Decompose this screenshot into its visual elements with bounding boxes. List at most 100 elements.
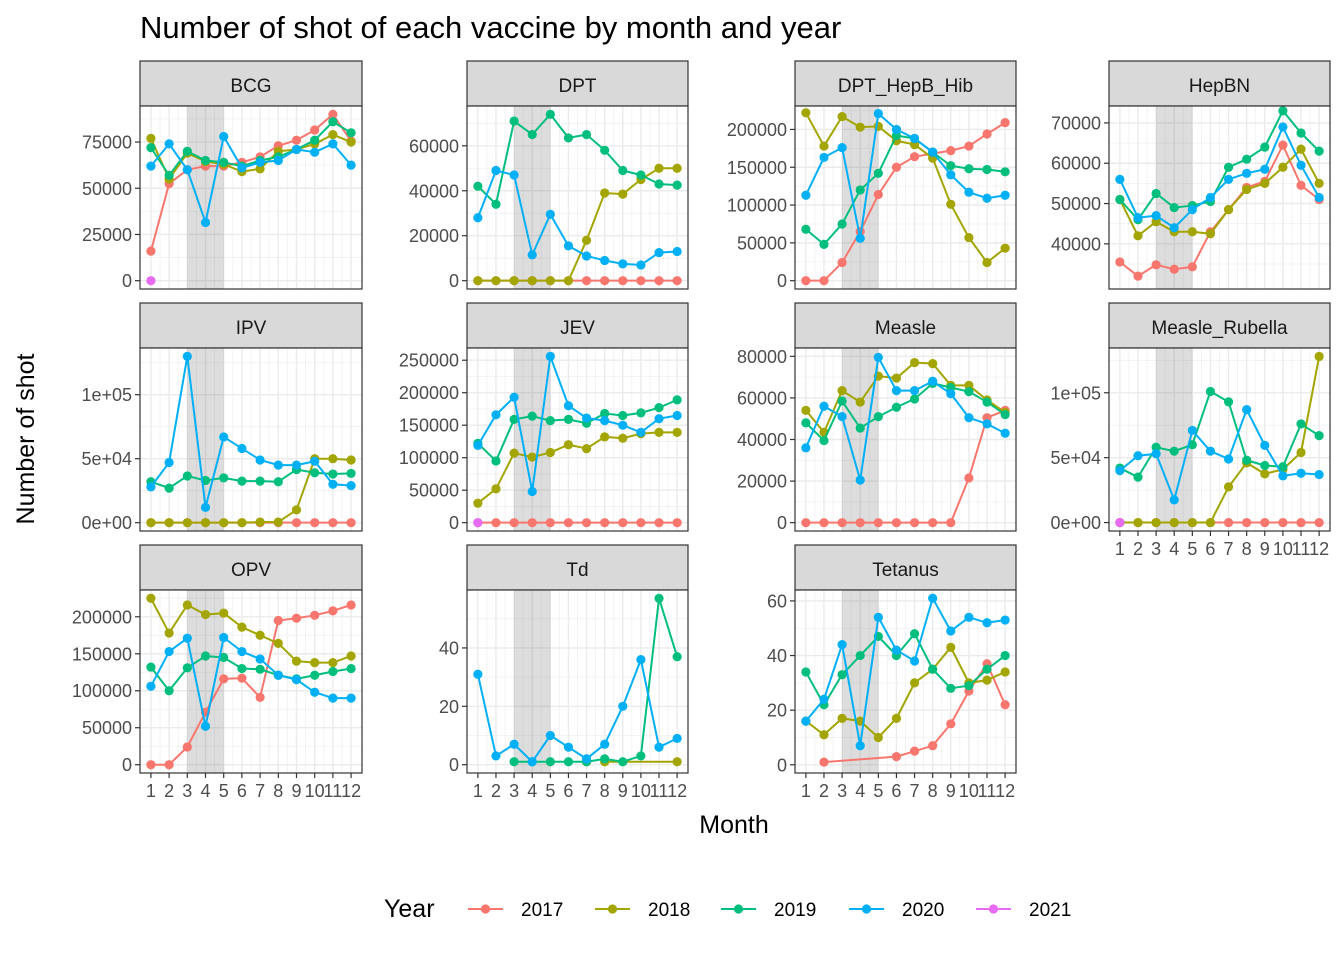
data-point-2019-month-2: [164, 686, 174, 696]
data-point-2020-month-7: [1223, 454, 1234, 464]
data-point-2020-month-6: [563, 401, 574, 411]
series-2020: [473, 165, 682, 270]
data-point-2018-month-6: [563, 440, 574, 450]
data-point-2018-month-6: [1205, 229, 1216, 239]
x-tick-label: 12: [341, 781, 361, 801]
strip-label-dpt-hepb-hib: DPT_HepB_Hib: [838, 76, 973, 97]
data-point-2019-month-10: [636, 408, 646, 418]
data-point-2019-month-4: [855, 423, 865, 433]
data-point-2018-month-3: [837, 386, 847, 396]
data-point-2018-month-2: [819, 141, 829, 151]
data-point-2017-month-11: [328, 606, 338, 616]
data-point-2018-month-1: [801, 405, 811, 415]
data-point-2020-month-2: [164, 139, 174, 149]
data-point-2020-month-3: [509, 392, 519, 402]
data-point-2019-month-11: [982, 397, 992, 407]
y-tick-label: 200000: [72, 607, 132, 627]
x-tick-label: 10: [631, 781, 651, 801]
data-point-2018-month-11: [654, 163, 664, 173]
plot-area: [795, 348, 1016, 531]
data-point-2019-month-5: [545, 757, 555, 767]
data-point-2018-month-3: [509, 448, 519, 458]
series-2020: [801, 593, 1010, 751]
data-point-2017-month-8: [928, 518, 938, 528]
data-point-2020-month-5: [545, 351, 555, 361]
legend-key-point: [988, 904, 999, 914]
data-point-2020-month-3: [509, 170, 519, 180]
data-point-2018-month-7: [255, 517, 265, 527]
data-point-2019-month-3: [182, 146, 192, 156]
data-point-2017-month-8: [928, 741, 938, 751]
series-2020: [801, 108, 1010, 243]
x-tick-label: 2: [1133, 539, 1143, 559]
series-2020: [473, 351, 682, 497]
data-point-2017-month-11: [1296, 180, 1306, 191]
data-point-2019-month-6: [1205, 386, 1216, 397]
data-point-2018-month-7: [1223, 204, 1234, 215]
data-point-2017-month-6: [891, 518, 902, 528]
data-point-2017-month-10: [636, 518, 646, 528]
data-point-2018-month-2: [491, 484, 501, 494]
data-point-2020-month-5: [873, 612, 883, 622]
data-point-2017-month-5: [873, 189, 883, 200]
data-point-2020-month-2: [819, 694, 829, 704]
y-tick-label: 80000: [737, 347, 787, 367]
data-point-2019-month-8: [1242, 455, 1252, 465]
data-point-2017-month-2: [491, 518, 501, 528]
data-point-2018-month-8: [928, 358, 938, 369]
y-tick-label: 40: [439, 638, 459, 658]
data-point-2019-month-5: [219, 157, 229, 167]
data-point-2019-month-12: [1314, 431, 1324, 441]
data-point-2020-month-8: [273, 460, 283, 470]
data-point-2017-month-6: [891, 752, 902, 762]
data-point-2019-month-9: [618, 757, 628, 767]
x-tick-label: 6: [237, 781, 247, 801]
x-tick-label: 6: [1205, 539, 1215, 559]
data-point-2018-month-12: [1000, 667, 1010, 677]
data-point-2018-month-11: [328, 658, 338, 668]
data-point-2019-month-1: [146, 142, 156, 153]
strip-dpt: [466, 60, 689, 107]
data-point-2019-month-5: [873, 412, 883, 422]
data-point-2020-month-1: [801, 190, 811, 200]
data-point-2020-month-1: [801, 716, 811, 726]
data-point-2020-month-8: [600, 416, 610, 426]
data-point-2020-month-6: [891, 386, 902, 396]
x-tick-label: 7: [255, 781, 265, 801]
data-point-2017-month-9: [618, 518, 628, 528]
data-point-2021-month-1: [1115, 517, 1125, 528]
data-point-2019-month-1: [801, 667, 811, 677]
data-point-2020-month-4: [855, 475, 865, 485]
panel-bcg: BCG 0 25000 50000 75000: [82, 60, 363, 291]
data-point-2019-month-9: [946, 683, 956, 693]
data-point-2018-month-8: [600, 432, 610, 442]
data-point-2018-month-1: [473, 498, 483, 508]
data-point-2020-month-10: [310, 456, 320, 466]
y-tick-label: 150000: [727, 158, 787, 178]
data-point-2020-month-5: [219, 131, 229, 142]
data-point-2019-month-12: [1314, 146, 1324, 156]
plot-area: [795, 106, 1016, 289]
legend-item-2017: 2017: [468, 900, 563, 921]
data-point-2019-month-5: [219, 473, 229, 483]
data-point-2020-month-9: [618, 259, 628, 269]
y-tick-label: 0: [122, 271, 132, 291]
data-point-2017-month-12: [672, 276, 682, 286]
data-point-2019-month-11: [1296, 419, 1306, 429]
x-tick-label: 11: [324, 781, 343, 801]
data-point-2018-month-9: [946, 199, 956, 209]
x-tick-label: 9: [291, 781, 301, 801]
series-2020: [801, 352, 1010, 485]
data-point-2017-month-11: [1296, 517, 1306, 528]
data-point-2020-month-9: [946, 389, 956, 399]
data-point-2017-month-2: [819, 757, 829, 767]
x-tick-label: 8: [928, 781, 938, 801]
panel-dpt-hepb-hib: DPT_HepB_Hib 0 50000 100000 150000 200000: [727, 60, 1017, 291]
data-point-2018-month-8: [273, 638, 283, 649]
shaded-months-band: [514, 348, 551, 531]
data-point-2019-month-11: [1296, 128, 1306, 138]
y-tick-label: 40000: [737, 430, 787, 450]
x-tick-label: 4: [527, 781, 537, 801]
data-point-2020-month-2: [164, 457, 174, 468]
data-point-2019-month-3: [509, 116, 519, 126]
